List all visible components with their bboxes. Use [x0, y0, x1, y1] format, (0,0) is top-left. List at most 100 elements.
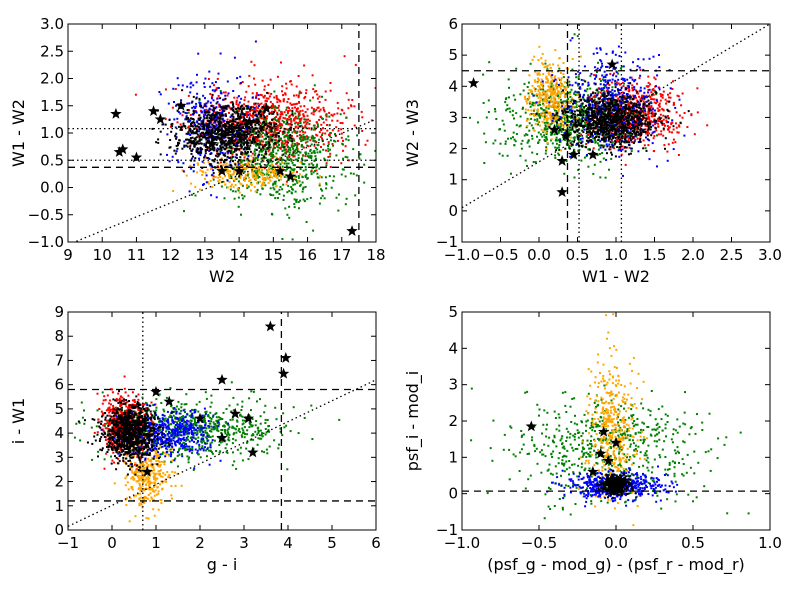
data-point [196, 162, 199, 165]
data-point [221, 114, 224, 117]
data-point [202, 113, 205, 116]
data-point [606, 108, 609, 111]
data-point [271, 160, 274, 163]
data-point [535, 93, 538, 96]
data-point [565, 89, 568, 91]
data-point [291, 137, 294, 140]
data-point [291, 131, 294, 134]
data-point [234, 134, 237, 137]
data-point [268, 167, 271, 169]
data-point [595, 133, 598, 136]
data-point [293, 168, 296, 171]
data-point [228, 131, 231, 134]
data-point [272, 151, 275, 154]
data-point [226, 121, 229, 124]
data-point [208, 131, 211, 134]
data-point [233, 130, 236, 133]
data-point [343, 55, 346, 58]
data-point [188, 102, 191, 105]
data-point [269, 146, 272, 149]
data-point [325, 183, 328, 186]
data-point [224, 113, 227, 116]
data-point [192, 105, 195, 108]
data-point [214, 158, 216, 161]
y-tick-label: 1.0 [40, 124, 64, 142]
data-point [524, 159, 527, 162]
data-point [239, 129, 242, 131]
data-point [596, 100, 599, 103]
data-point [554, 118, 557, 121]
data-point [213, 107, 216, 110]
data-point [356, 134, 359, 137]
data-point [318, 131, 321, 134]
data-point [212, 109, 215, 112]
data-point [197, 122, 200, 125]
data-point [230, 159, 233, 162]
data-point [494, 139, 497, 142]
data-point [186, 142, 189, 145]
data-point [336, 112, 339, 115]
data-point [301, 109, 304, 112]
data-point [232, 118, 235, 121]
data-point [222, 125, 225, 128]
data-point [540, 113, 543, 116]
data-point [230, 123, 233, 126]
data-point [285, 108, 288, 111]
data-point [551, 70, 554, 73]
data-point [255, 92, 258, 95]
data-point [243, 135, 246, 138]
data-point [270, 153, 273, 156]
data-point [341, 142, 344, 145]
data-point [243, 106, 245, 109]
data-point [231, 147, 234, 150]
data-point [327, 156, 330, 158]
data-point [204, 112, 207, 115]
data-point [545, 105, 548, 108]
data-point [259, 125, 262, 127]
data-point [313, 144, 316, 147]
data-point [494, 110, 497, 113]
data-point [327, 141, 330, 144]
data-point [198, 157, 201, 160]
data-point [240, 111, 243, 113]
data-point [236, 118, 238, 121]
data-point [243, 179, 246, 182]
data-point [294, 190, 297, 193]
data-point [342, 157, 345, 160]
data-point [216, 142, 219, 145]
star-marker [274, 165, 286, 176]
data-point [319, 151, 322, 154]
data-point [237, 103, 240, 106]
data-point [560, 128, 563, 130]
data-point [646, 130, 649, 133]
data-point [183, 145, 186, 148]
data-point [242, 138, 245, 141]
data-point [284, 117, 287, 120]
data-point [230, 173, 233, 176]
data-point [550, 112, 553, 115]
data-point [223, 142, 226, 145]
data-point [304, 96, 307, 98]
data-point [595, 47, 598, 50]
data-point [224, 152, 227, 155]
data-point [232, 173, 235, 176]
data-point [223, 131, 226, 134]
data-point [304, 120, 307, 123]
data-point [267, 135, 270, 138]
data-point [232, 129, 235, 132]
data-point [221, 133, 224, 136]
data-point [195, 102, 198, 105]
data-point [345, 197, 348, 200]
data-point [267, 158, 269, 161]
data-point [249, 110, 251, 113]
data-point [306, 121, 309, 124]
data-point [573, 137, 576, 140]
data-point [242, 143, 245, 146]
data-point [254, 165, 256, 168]
data-point [226, 94, 229, 97]
data-point [589, 97, 592, 100]
data-point [205, 105, 208, 108]
data-point [302, 169, 305, 172]
data-point [236, 167, 239, 170]
data-point [251, 171, 254, 174]
